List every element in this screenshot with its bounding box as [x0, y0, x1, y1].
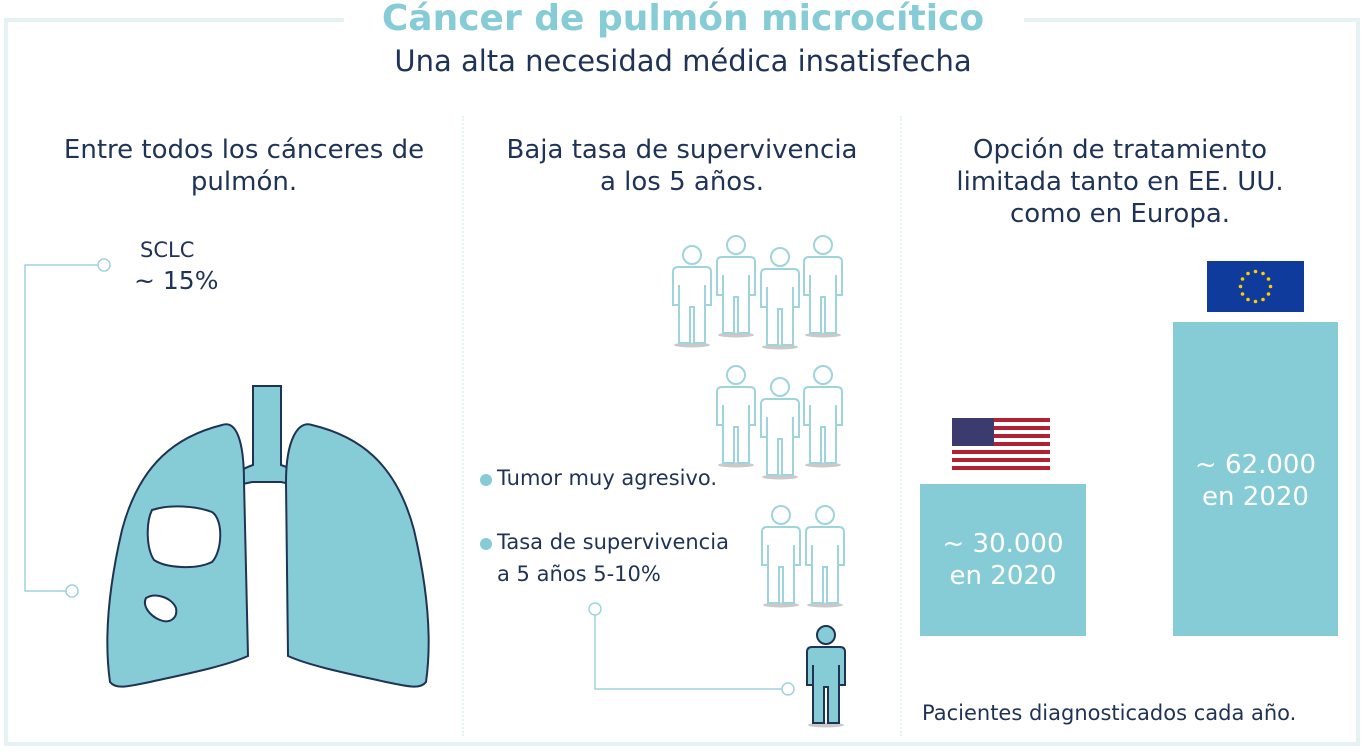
treatment-heading-line2: limitada tanto en EE. UU.: [956, 167, 1284, 197]
eu-star-icon: [1266, 277, 1271, 281]
survival-column-heading: Baja tasa de supervivencia a los 5 años.: [472, 134, 892, 198]
bullet-dot: [480, 538, 492, 550]
bullet-survival-rate-line1: Tasa de supervivencia: [497, 530, 729, 554]
person-icon: [803, 365, 843, 468]
lungs-icon: [106, 385, 430, 688]
us-flag-icon: [952, 418, 1050, 470]
survival-heading-line2: a los 5 años.: [599, 167, 765, 197]
lung-heading-line2: pulmón.: [190, 167, 298, 197]
title-frame-gap: [344, 6, 1024, 26]
bar-europe: [1173, 322, 1338, 636]
bar-label-us: ~ 30.000 en 2020: [920, 528, 1086, 592]
person-icon: [716, 235, 756, 338]
sclc-callout-line: [24, 258, 111, 598]
person-icon: [803, 235, 843, 338]
eu-star-icon: [1253, 299, 1258, 304]
sclc-percentage: ~ 15%: [134, 266, 219, 295]
eu-star-icon: [1240, 277, 1245, 281]
eu-star-icon: [1246, 297, 1250, 302]
person-icon: [672, 245, 712, 348]
lung-heading-line1: Entre todos los cánceres de: [63, 135, 425, 165]
chart-footnote: Pacientes diagnosticados cada año.: [922, 701, 1297, 725]
survival-heading-line1: Baja tasa de supervivencia: [506, 135, 858, 165]
eu-star-icon: [1266, 292, 1271, 296]
bullet-survival-rate-line2: a 5 años 5-10%: [497, 562, 661, 586]
bar-label-europe-year: en 2020: [1202, 482, 1309, 512]
page-subtitle: Una alta necesidad médica insatisfecha: [394, 44, 972, 78]
person-icon: [761, 505, 801, 608]
eu-star-icon: [1253, 269, 1258, 274]
surviving-person-icon: [806, 625, 846, 728]
person-icon: [760, 377, 800, 480]
column-divider-right: [900, 116, 902, 736]
eu-star-icon: [1261, 297, 1265, 302]
eu-star-icon: [1240, 292, 1245, 296]
bar-label-europe: ~ 62.000 en 2020: [1173, 449, 1338, 513]
treatment-heading-line1: Opción de tratamiento: [973, 135, 1267, 165]
sclc-label: SCLC: [140, 238, 195, 262]
person-icon: [716, 365, 756, 468]
bar-label-europe-value: ~ 62.000: [1194, 450, 1317, 480]
person-icon: [760, 247, 800, 350]
bar-label-us-year: en 2020: [949, 561, 1057, 591]
bar-label-us-value: ~ 30.000: [942, 529, 1064, 559]
treatment-column-heading: Opción de tratamiento limitada tanto en …: [910, 134, 1330, 230]
treatment-heading-line3: como en Europa.: [1009, 199, 1231, 229]
people-pictogram: [672, 235, 846, 728]
column-divider-left: [462, 116, 464, 736]
lung-column-heading: Entre todos los cánceres de pulmón.: [34, 134, 454, 198]
eu-flag-icon: [1207, 261, 1304, 312]
eu-star-icon: [1246, 271, 1250, 276]
bullet-dot: [480, 474, 492, 486]
person-icon: [805, 505, 845, 608]
bar-us: [920, 484, 1086, 636]
eu-star-icon: [1261, 271, 1265, 276]
survival-callout-line: [588, 602, 795, 696]
page-title: Cáncer de pulmón microcítico: [381, 0, 985, 39]
eu-star-icon: [1268, 284, 1273, 289]
eu-star-icon: [1238, 284, 1243, 289]
bullet-aggressive-tumor: Tumor muy agresivo.: [497, 466, 718, 490]
